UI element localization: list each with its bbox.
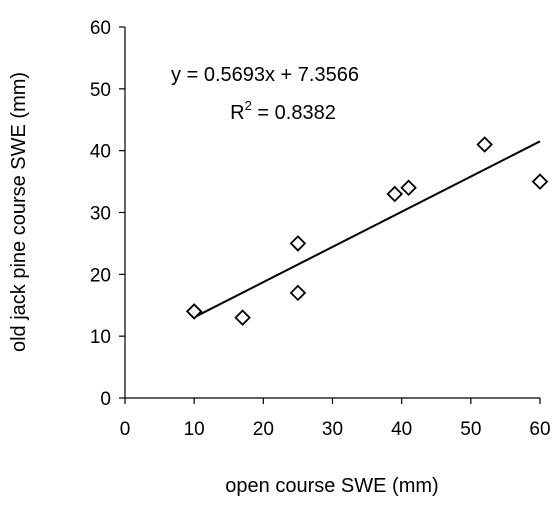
r-squared-value: = 0.8382 (252, 102, 336, 124)
y-tick-label: 30 (90, 204, 111, 225)
r-squared-prefix: R (230, 102, 244, 124)
x-tick-label: 50 (460, 419, 481, 440)
y-tick-label: 60 (90, 18, 111, 39)
y-ticks: 0 10 20 30 40 50 60 (90, 18, 125, 410)
data-point (289, 284, 307, 302)
data-point (289, 235, 307, 252)
r-squared-superscript: 2 (245, 98, 252, 113)
x-tick-label: 20 (253, 419, 274, 440)
x-tick-label: 0 (120, 419, 131, 440)
x-ticks: 0 10 20 30 40 50 60 (120, 398, 551, 440)
y-tick-label: 40 (90, 142, 111, 163)
y-tick-label: 50 (90, 80, 111, 101)
y-tick-label: 0 (100, 389, 111, 410)
r-squared-label: R2 = 0.8382 (230, 98, 336, 124)
axes: 0 10 20 30 40 50 60 0 10 20 30 40 50 60 (90, 18, 551, 440)
y-tick-label: 20 (90, 265, 111, 286)
x-tick-label: 40 (391, 419, 412, 440)
data-point (185, 303, 203, 320)
y-axis-title: old jack pine course SWE (mm) (8, 72, 30, 352)
x-axis-title: open course SWE (mm) (225, 475, 438, 497)
data-points (185, 136, 549, 326)
x-tick-label: 30 (322, 419, 343, 440)
y-tick-label: 10 (90, 327, 111, 348)
equation-label: y = 0.5693x + 7.3566 (171, 64, 359, 86)
x-tick-label: 10 (184, 419, 205, 440)
data-point (531, 173, 549, 190)
data-point (386, 185, 404, 203)
data-point (400, 179, 417, 197)
x-tick-label: 60 (529, 419, 550, 440)
data-point (234, 309, 251, 326)
trendline (193, 140, 541, 319)
data-point (476, 136, 493, 153)
